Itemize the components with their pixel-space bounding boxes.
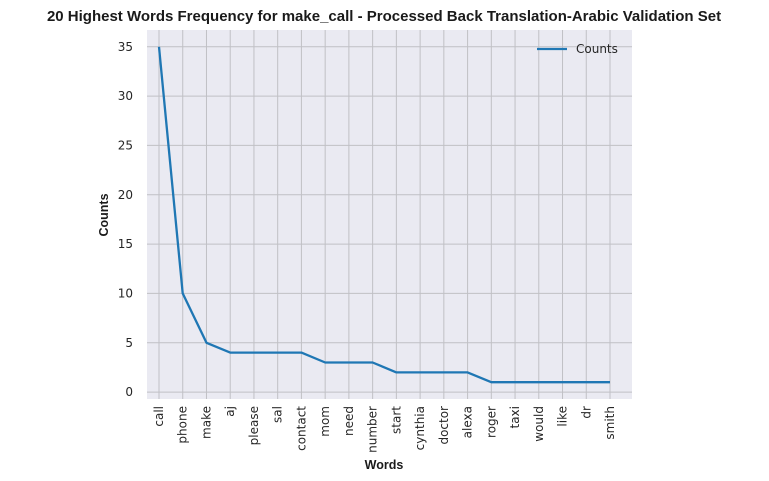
plot-area — [147, 30, 632, 399]
legend: Counts — [537, 42, 618, 56]
legend-label: Counts — [576, 42, 618, 56]
y-tick-label: 15 — [118, 237, 133, 251]
x-tick-label: sal — [271, 406, 285, 423]
y-tick-label: 0 — [125, 385, 133, 399]
x-tick-label: aj — [223, 406, 237, 417]
x-tick-label: would — [532, 406, 546, 442]
x-tick-label: phone — [176, 406, 190, 444]
x-tick-label: start — [389, 406, 403, 434]
x-axis-label: Words — [365, 458, 404, 472]
x-tick-label: smith — [603, 406, 617, 440]
y-tick-label: 25 — [118, 138, 133, 152]
y-tick-label: 5 — [125, 336, 133, 350]
x-tick-label: cynthia — [413, 406, 427, 450]
y-tick-label: 20 — [118, 188, 133, 202]
series-line-counts — [157, 46, 610, 384]
x-tick-label: like — [556, 406, 570, 427]
x-tick-label: need — [342, 406, 356, 436]
x-tick-label: please — [247, 406, 261, 445]
x-tick-label: make — [199, 406, 213, 439]
x-tick-labels: call phone make aj please sal contact mom need nu… — [152, 406, 617, 453]
y-axis-label: Counts — [97, 193, 111, 236]
y-tick-label: 10 — [118, 286, 133, 300]
x-tick-label: doctor — [437, 406, 451, 445]
grid-lines — [147, 30, 632, 399]
x-tick-label: number — [366, 406, 380, 453]
x-tick-label: contact — [294, 406, 308, 451]
chart-title: 20 Highest Words Frequency for make_call… — [47, 8, 721, 25]
x-tick-label: roger — [484, 406, 498, 438]
y-tick-label: 30 — [118, 89, 133, 103]
x-tick-label: dr — [579, 406, 593, 419]
x-tick-label: mom — [318, 406, 332, 437]
y-tick-label: 35 — [118, 40, 133, 54]
x-tick-label: taxi — [508, 406, 522, 429]
x-tick-label: call — [152, 406, 166, 427]
y-tick-labels: 0 5 10 15 20 25 30 35 — [118, 40, 133, 399]
x-tick-label: alexa — [461, 406, 475, 438]
